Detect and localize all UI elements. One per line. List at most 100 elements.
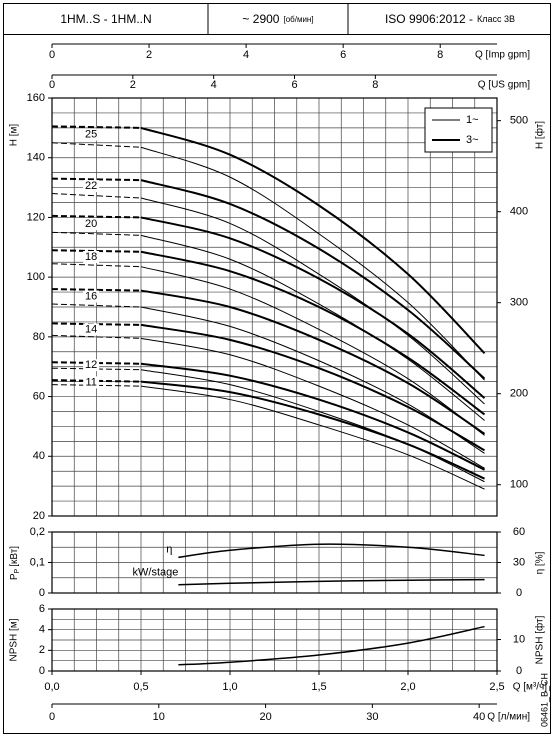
y-tick-label: 0,2 <box>30 526 45 538</box>
y2-axis-label: η [%] <box>535 551 546 574</box>
y2-tick-label: 10 <box>513 633 525 645</box>
y-axis-label-unit: [кВт] <box>9 546 20 567</box>
stage-label: 14 <box>85 323 97 335</box>
y2-tick-label: 500 <box>510 115 528 127</box>
curve <box>140 126 486 354</box>
curve <box>140 216 486 399</box>
stage-label: 20 <box>85 218 97 230</box>
series-line <box>178 578 485 586</box>
y-axis-label-sub: P <box>14 568 21 573</box>
curve-dashed <box>51 384 142 387</box>
series-label: kW/stage <box>133 567 179 579</box>
x-tick-label: 4 <box>211 79 217 91</box>
stage-label: 22 <box>85 180 97 192</box>
stage-label-bg <box>83 323 100 336</box>
x-axis-label: Q [Imp gpm] <box>475 50 530 61</box>
y-tick-label: 0 <box>39 587 45 599</box>
drawing-code: 06461_B_CH <box>539 673 549 727</box>
stage-label-bg <box>83 359 100 372</box>
y-tick-label: 80 <box>33 331 45 343</box>
standard-text: ISO 9906:2012 - Класс 3B <box>385 12 515 26</box>
plot-frame <box>51 97 498 517</box>
legend-box <box>424 107 493 153</box>
x-tick-label: 1,5 <box>311 681 326 693</box>
curve <box>140 266 485 436</box>
x-tick-label: 0 <box>49 49 55 61</box>
panel: 0 2 4 6 0 10 NPSH [м] NPSH [фт] <box>9 603 546 677</box>
x-tick-label: 0,5 <box>133 681 148 693</box>
stage-label-bg <box>83 376 100 389</box>
y-tick-label: 160 <box>27 92 45 104</box>
stage-label: 18 <box>85 251 97 263</box>
stage-label-bg <box>83 290 100 303</box>
x-tick-label: 40 <box>473 711 485 723</box>
series-line <box>178 543 485 559</box>
stage-label: 16 <box>85 290 97 302</box>
x-tick-label: 0 <box>49 79 55 91</box>
x-tick-label: 20 <box>259 711 271 723</box>
curve <box>140 385 485 490</box>
curve <box>140 337 485 469</box>
x-tick-label: 6 <box>291 79 297 91</box>
curve <box>140 234 485 421</box>
curve <box>140 323 486 452</box>
curve-dashed <box>51 361 142 365</box>
curve <box>140 197 485 405</box>
model: 1HM..S - 1HM..N <box>60 12 151 26</box>
curve-dashed <box>51 379 142 383</box>
y-tick-label: 100 <box>27 271 45 283</box>
y-axis-label-main: P <box>9 573 20 580</box>
npsh-line <box>178 625 485 666</box>
curve-dashed <box>51 288 142 292</box>
x-tick-label: 1,0 <box>222 681 237 693</box>
curve-dashed <box>51 214 142 219</box>
x-tick-label: 2 <box>146 49 152 61</box>
header-frame <box>3 3 551 35</box>
x-tick-label: 8 <box>372 79 378 91</box>
y2-tick-label: 200 <box>510 388 528 400</box>
x-tick-label: 0 <box>49 711 55 723</box>
y2-tick-label: 0 <box>516 587 522 599</box>
legend-label: 3~ <box>466 134 479 146</box>
curve-dashed <box>51 334 142 339</box>
curve <box>140 146 485 381</box>
y-tick-label: 40 <box>33 450 45 462</box>
x-tick-label: 2,0 <box>400 681 415 693</box>
curve-dashed <box>51 367 142 371</box>
y-tick-label: 60 <box>33 390 45 402</box>
y-axis-label: PP[кВт] <box>9 546 21 580</box>
stage-label: 25 <box>85 128 97 140</box>
y-axis-label: NPSH [м] <box>9 618 20 661</box>
x-axis-label: Q [л/мин] <box>487 712 530 723</box>
y2-tick-label: 100 <box>510 479 528 491</box>
speed: ~ 2900 <box>242 12 279 26</box>
y-tick-label: 120 <box>27 211 45 223</box>
y-tick-label: 140 <box>27 152 45 164</box>
y2-axis-label: NPSH [фт] <box>534 615 546 664</box>
curve-dashed <box>51 142 142 148</box>
curve-dashed <box>51 177 142 182</box>
y2-tick-label: 0 <box>516 665 522 677</box>
y-tick-label: 6 <box>39 603 45 615</box>
y2-tick-label: 30 <box>513 556 525 568</box>
y2-tick-label: 400 <box>510 206 528 218</box>
x-tick-label: 0,0 <box>44 681 59 693</box>
stage-label-bg <box>83 128 100 141</box>
x-tick-label: 2 <box>130 79 136 91</box>
series-label: η <box>166 543 172 555</box>
standard: ISO 9906:2012 - <box>385 12 473 26</box>
stage-label-bg <box>83 180 100 193</box>
grade: Класс 3B <box>477 14 515 24</box>
y-tick-label: 4 <box>39 624 45 636</box>
curve <box>140 179 486 380</box>
y2-tick-label: 300 <box>510 297 528 309</box>
stage-label-bg <box>83 250 100 263</box>
speed-text: ~ 2900 [об/мин] <box>242 12 313 26</box>
panel: 20 40 60 80 100 120 140 160 100 200 300 400 500 H [м]… <box>9 92 546 522</box>
curve <box>140 289 486 435</box>
y-tick-label: 20 <box>33 510 45 522</box>
stage-label: 11 <box>85 376 96 388</box>
y-tick-label: 0,1 <box>30 556 45 568</box>
